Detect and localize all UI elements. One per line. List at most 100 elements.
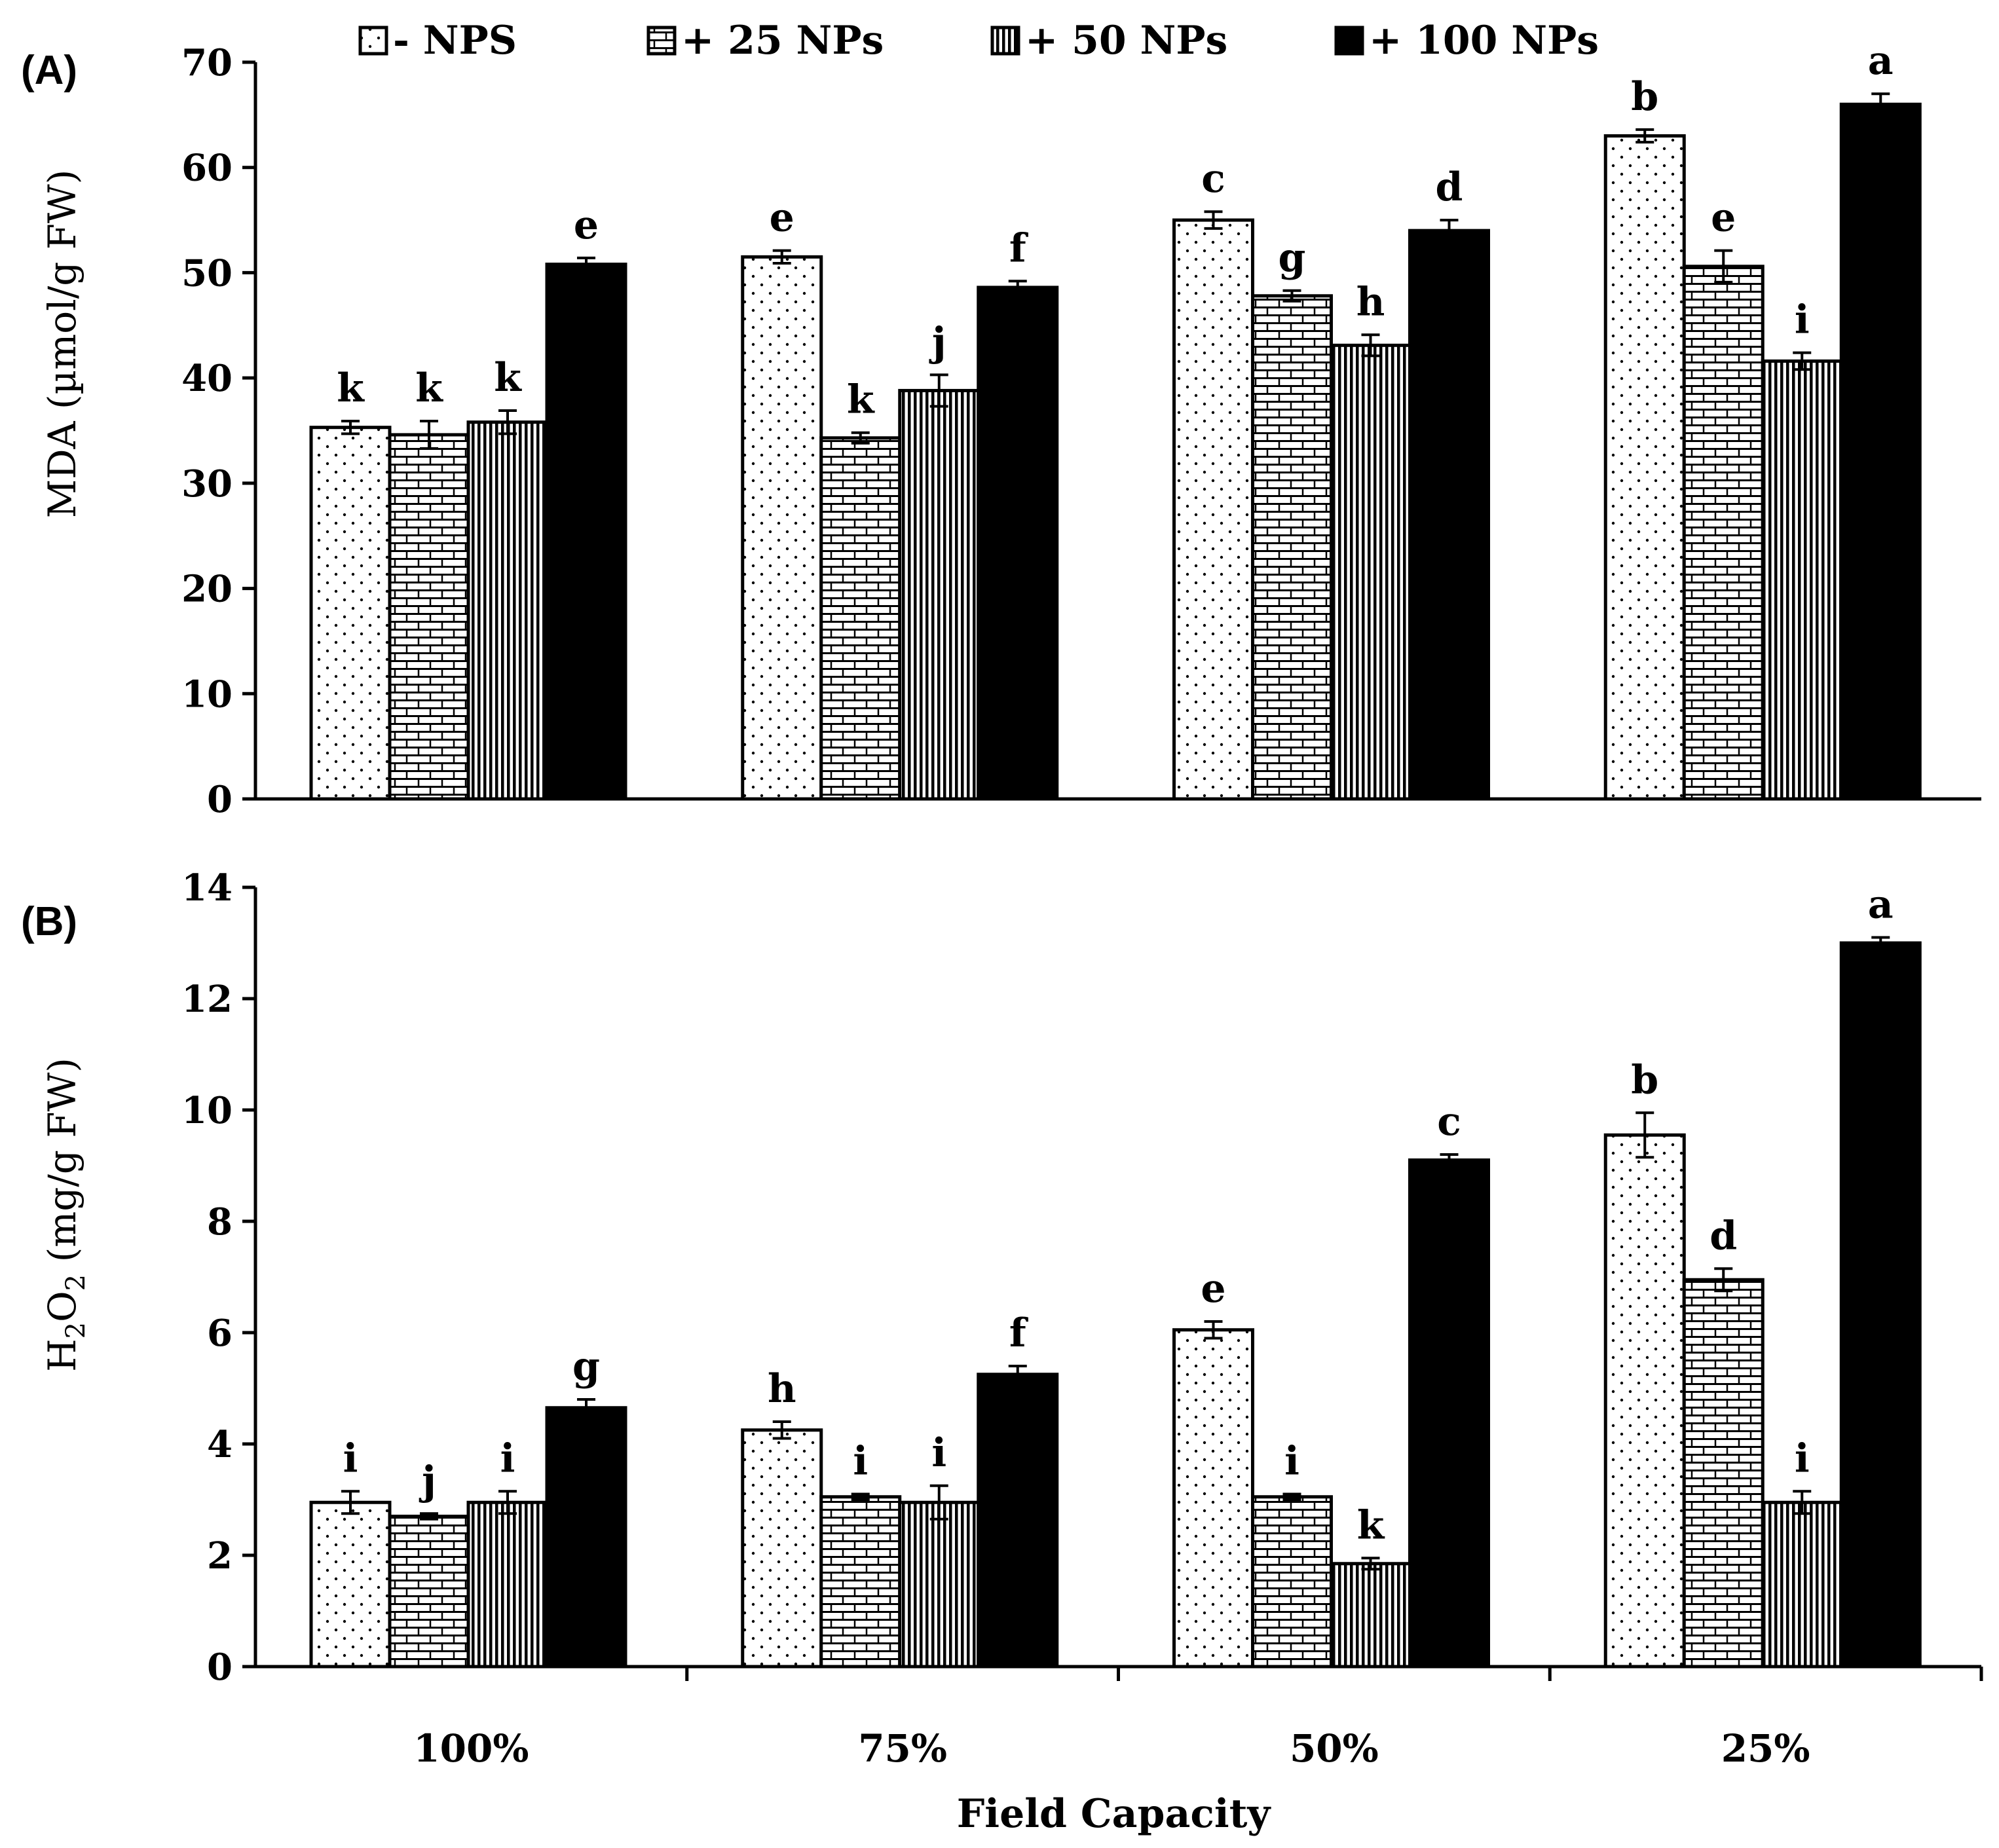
error-bar-b-2-3 [1440, 1153, 1459, 1167]
category-label-2: 50% [1290, 1726, 1379, 1771]
error-bar-b-0-3 [577, 1398, 595, 1418]
sig-letter-b-2-1: i [1284, 1439, 1299, 1485]
sig-letter-b-3-3: a [1868, 882, 1894, 928]
bar-b-3-3 [1839, 941, 1922, 1669]
y-tick-label-b-5: 10 [181, 1089, 233, 1132]
error-bar-a-1-1 [851, 431, 870, 445]
legend-label-0: - NPS [393, 18, 517, 64]
bar-a-1-1 [819, 436, 902, 801]
error-bar-a-1-0 [772, 249, 791, 265]
sig-letter-a-1-1: k [847, 377, 875, 423]
error-bar-b-3-3 [1871, 936, 1890, 950]
bar-a-3-2 [1761, 359, 1843, 801]
y-tick-label-a-3: 30 [181, 462, 233, 506]
sig-letter-a-1-0: e [770, 195, 794, 241]
error-bar-a-0-3 [577, 256, 595, 272]
sig-letter-a-2-3: d [1436, 164, 1463, 210]
error-bar-b-3-2 [1793, 1490, 1812, 1515]
x-axis-title: Field Capacity [957, 1791, 1272, 1837]
sig-letter-b-1-3: f [1009, 1310, 1029, 1356]
error-bar-b-3-0 [1635, 1111, 1654, 1159]
error-bar-a-2-1 [1282, 289, 1301, 303]
y-tick-label-b-6: 12 [181, 978, 233, 1021]
legend-swatch-3 [1334, 26, 1364, 56]
sig-letter-a-0-1: k [415, 365, 443, 411]
bar-b-1-3 [977, 1373, 1059, 1669]
sig-letter-b-1-1: i [853, 1439, 868, 1485]
panel-b-y-axis-label: H2O2 (mg/g FW) [40, 1058, 91, 1372]
error-bar-a-0-1 [420, 420, 438, 450]
sig-letter-b-2-3: c [1437, 1099, 1461, 1145]
error-bar-a-2-0 [1204, 210, 1223, 230]
sig-letter-b-0-2: i [500, 1435, 515, 1481]
y-tick-label-b-7: 14 [181, 866, 233, 910]
error-bar-a-0-0 [341, 420, 360, 435]
y-tick-label-a-1: 10 [181, 673, 233, 716]
sig-letter-a-1-2: j [929, 319, 946, 365]
category-label-0: 100% [413, 1726, 529, 1771]
bar-b-1-1 [819, 1495, 902, 1669]
sig-letter-b-1-0: h [768, 1366, 796, 1412]
sig-letter-b-1-2: i [931, 1430, 946, 1476]
bar-b-2-3 [1408, 1158, 1490, 1669]
error-bar-b-1-3 [1008, 1365, 1027, 1384]
error-bar-b-0-1 [420, 1512, 438, 1521]
bar-a-3-1 [1682, 265, 1765, 801]
bar-b-1-0 [741, 1428, 823, 1669]
bar-b-3-1 [1682, 1278, 1765, 1669]
panel-a: (A) MDA (µmol/g FW) k k k e e k j f c g h d b e i a 0 10… [21, 38, 1981, 821]
error-bar-a-3-0 [1635, 128, 1654, 144]
panel-b-axes: 0 2 4 6 8 10 12 14 100% 75% 50% 25% [181, 866, 1983, 1771]
bar-b-0-3 [545, 1406, 627, 1669]
sig-letter-b-0-0: i [343, 1435, 358, 1481]
bar-a-2-0 [1172, 218, 1254, 801]
error-bar-a-1-3 [1008, 280, 1027, 295]
sig-letter-a-1-3: f [1009, 225, 1029, 271]
bar-b-0-2 [466, 1500, 549, 1669]
sig-letter-a-2-1: g [1279, 235, 1306, 281]
sig-letter-a-3-2: i [1795, 297, 1810, 343]
sig-letter-a-3-1: e [1711, 195, 1736, 241]
sig-letter-b-3-1: d [1709, 1213, 1737, 1259]
bar-b-2-0 [1172, 1328, 1254, 1669]
y-tick-label-b-0: 0 [207, 1646, 233, 1689]
panel-b: (B) H2O2 (mg/g FW) i j i g h i i f e i k c b d i a 0 2 4 6… [21, 866, 1983, 1771]
error-bar-b-0-2 [498, 1490, 517, 1515]
sig-letter-b-0-3: g [572, 1344, 600, 1390]
category-label-1: 75% [858, 1726, 947, 1771]
error-bar-b-1-1 [851, 1492, 870, 1501]
bar-b-3-0 [1603, 1133, 1686, 1669]
sig-letter-a-0-2: k [494, 355, 522, 401]
panel-b-y-axis-title: H2O2 (mg/g FW) [40, 1058, 91, 1372]
legend-label-1: + 25 NPs [681, 18, 884, 64]
bar-a-1-2 [898, 388, 981, 801]
sig-letter-b-2-0: e [1201, 1266, 1225, 1312]
legend: - NPS + 25 NPs + 50 NPs + 100 NPs [358, 18, 1599, 64]
sig-letter-a-0-3: e [574, 202, 599, 248]
legend-item-3: + 100 NPs [1334, 18, 1599, 64]
legend-item-0: - NPS [358, 18, 517, 64]
bar-a-2-3 [1408, 229, 1490, 801]
y-tick-label-b-1: 2 [207, 1534, 233, 1578]
error-bar-a-0-2 [498, 409, 517, 435]
bar-b-2-1 [1251, 1495, 1333, 1669]
sig-letter-b-2-2: k [1357, 1502, 1385, 1548]
error-bar-b-2-1 [1282, 1492, 1301, 1501]
bar-a-1-3 [977, 286, 1059, 801]
panel-b-bars: i j i g h i i f e i k c b d i a [309, 882, 1922, 1669]
y-tick-label-a-5: 50 [181, 251, 233, 295]
error-bar-b-3-1 [1714, 1267, 1733, 1293]
sig-letter-a-2-2: h [1356, 279, 1385, 325]
error-bar-b-0-0 [341, 1490, 360, 1515]
bar-a-3-3 [1839, 102, 1922, 801]
y-tick-label-b-3: 6 [207, 1312, 233, 1355]
error-bar-a-3-1 [1714, 249, 1733, 284]
bar-b-2-2 [1330, 1562, 1411, 1669]
y-tick-label-a-6: 60 [181, 147, 233, 190]
legend-swatch-1 [646, 26, 677, 56]
error-bar-b-1-2 [929, 1484, 948, 1521]
bar-a-2-1 [1251, 294, 1333, 801]
panel-b-label: (B) [21, 899, 77, 944]
panel-a-y-axis-label: MDA (µmol/g FW) [40, 170, 84, 519]
